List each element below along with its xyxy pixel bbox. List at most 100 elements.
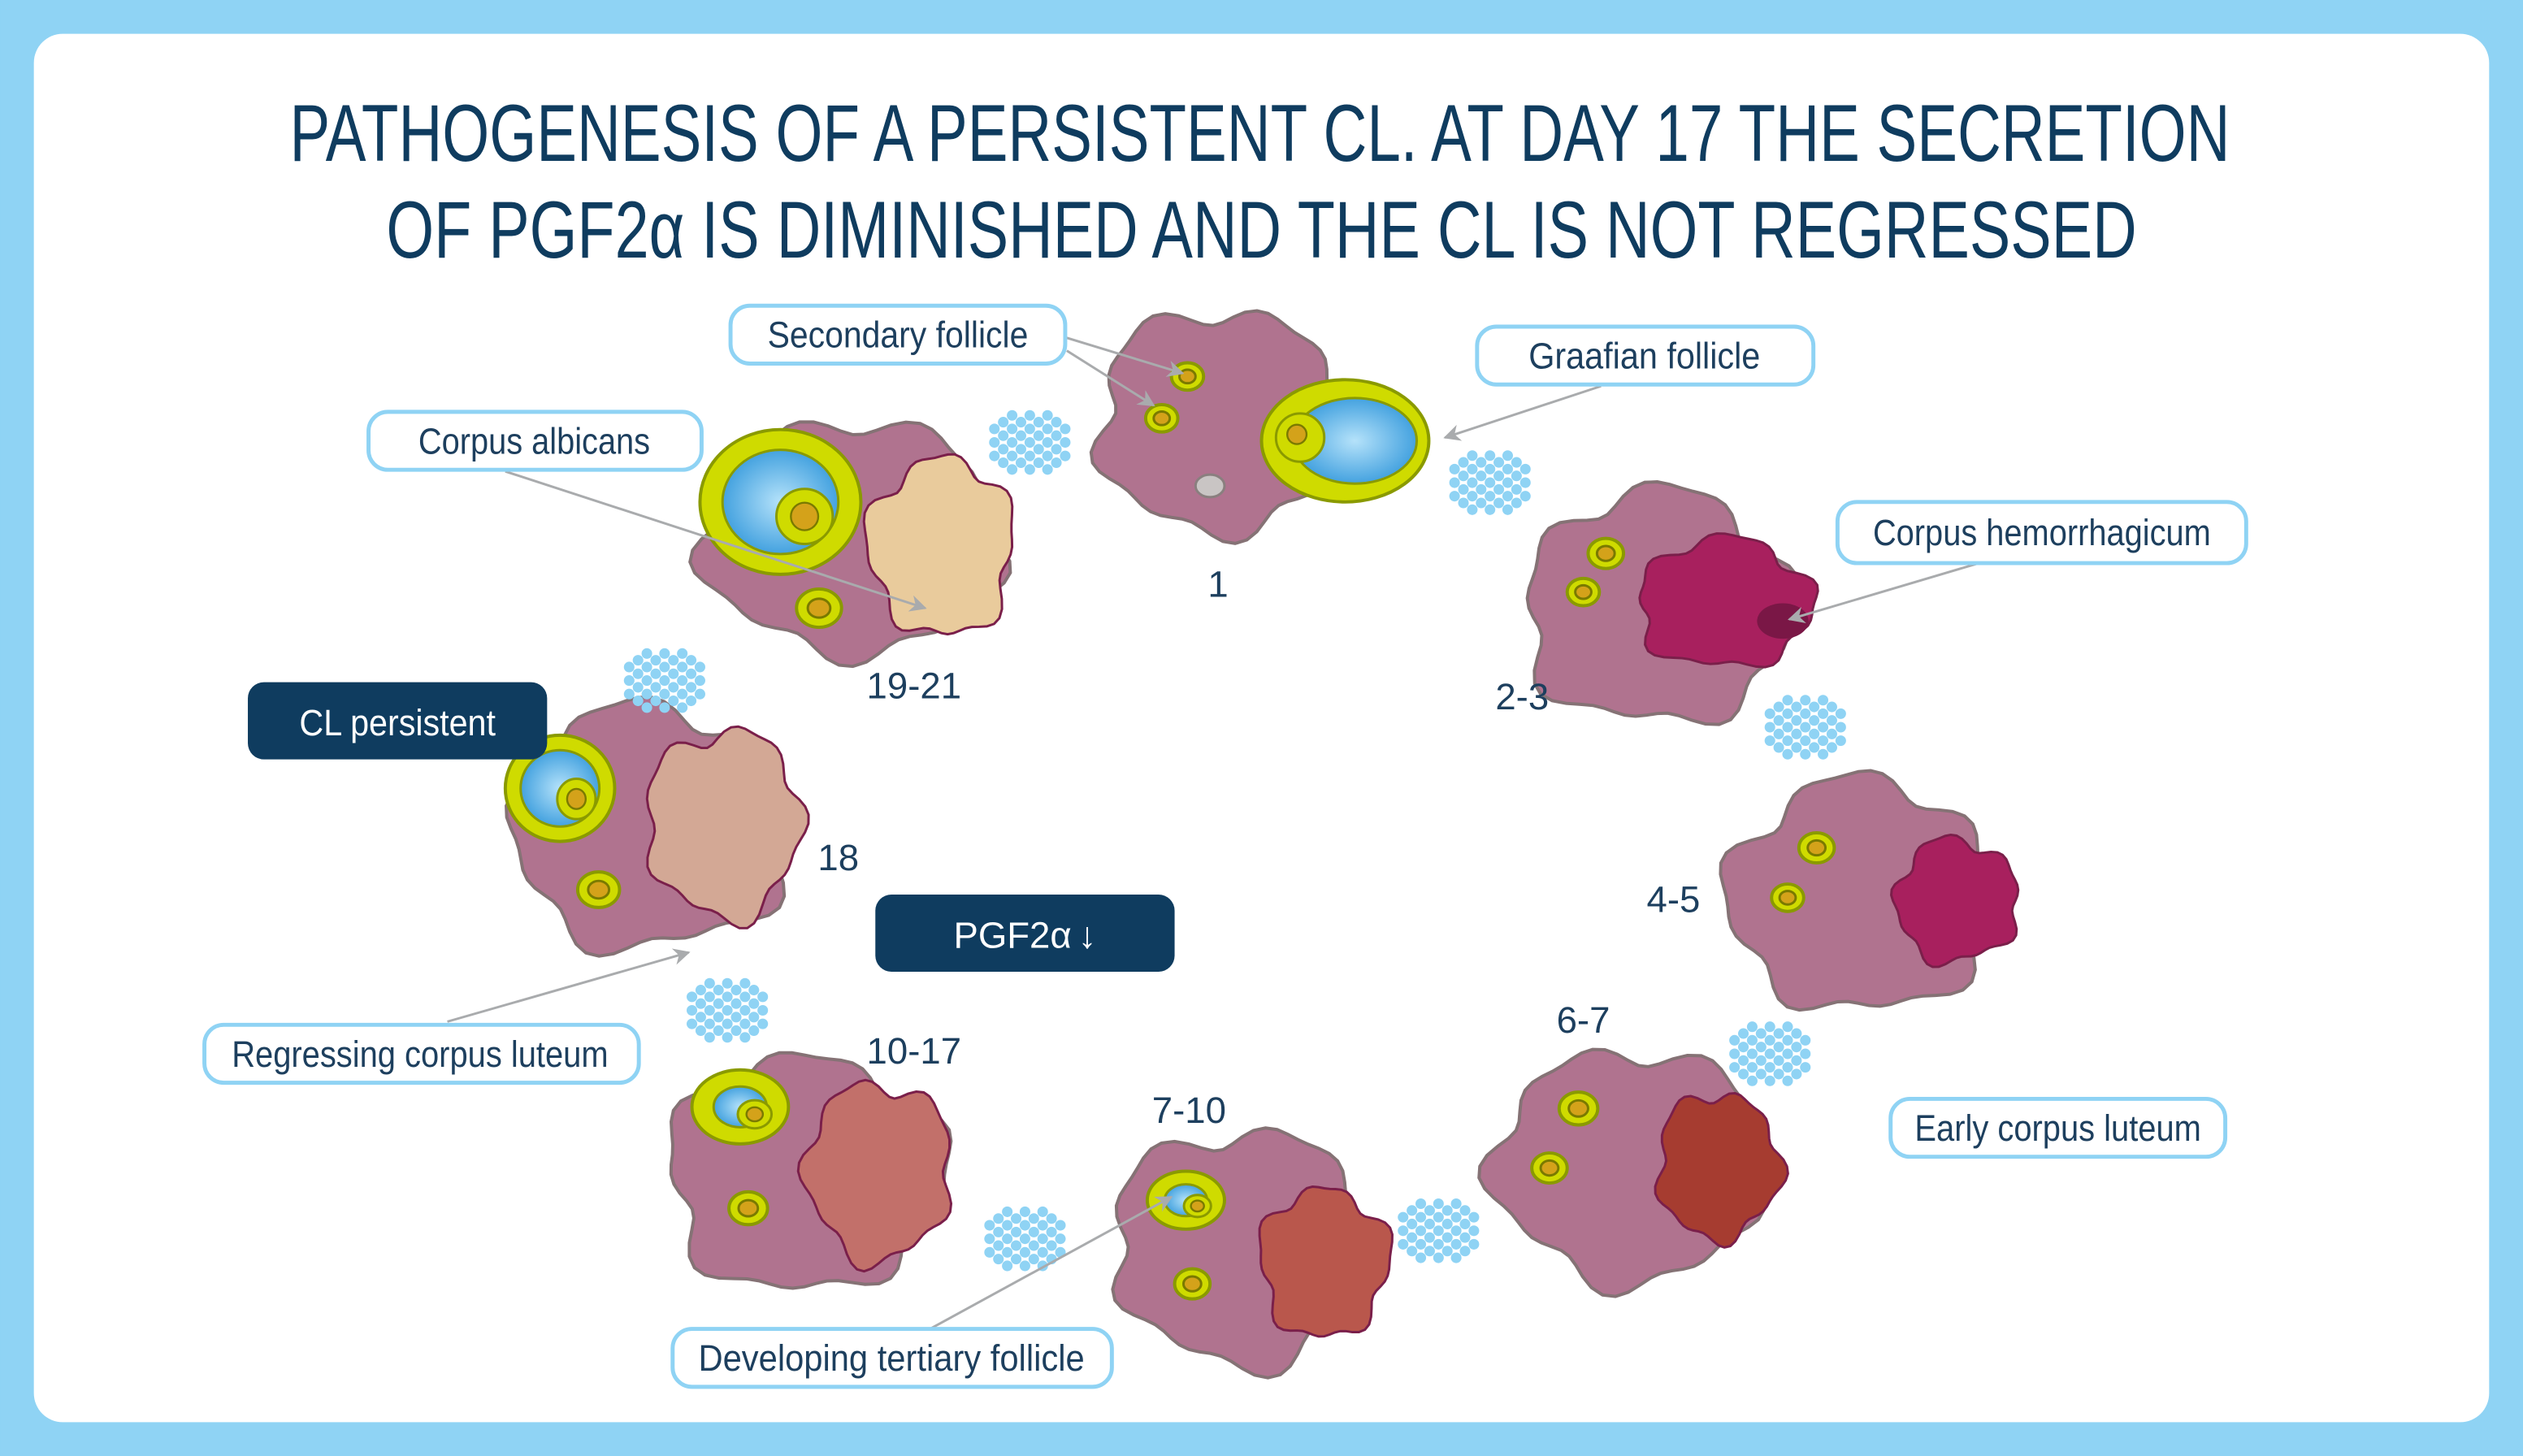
oocyte [587,879,611,900]
hormone-dot [989,436,1000,448]
hormone-dot [1046,1213,1057,1224]
hormone-dot [1468,1238,1480,1250]
hormone-dot [1042,436,1053,448]
leader-tertiary [929,1195,1173,1330]
hormone-dot [1835,735,1846,747]
hormone-dot-clusters [623,410,1846,1272]
hormone-dot [1800,748,1811,760]
hormone-dot [1791,1042,1802,1053]
hormone-dot [632,655,644,666]
hormone-dot [1037,1220,1048,1231]
content-panel [33,33,2490,1423]
hormone-dot [1019,1233,1030,1245]
oocyte [806,597,832,619]
oocyte [566,787,587,810]
hormone-dot [1809,742,1820,753]
hormone-dot [1826,715,1837,726]
label-early-corpus-luteum: Early corpus luteum [1914,1107,2200,1149]
hormone-dot [1398,1238,1409,1250]
hormone-dot [722,977,733,989]
hormone-dot [1764,1034,1775,1046]
hormone-dot [748,1025,760,1036]
hormone-dot [695,998,706,1009]
hormone-dot [1415,1211,1427,1223]
hormone-dot [1468,1211,1480,1223]
hormone-dot [1773,1068,1784,1080]
hormone-dot [984,1246,995,1258]
hormone-dot [1060,436,1071,448]
hormone-dot [687,1004,698,1016]
hormone-dot [1015,417,1027,428]
hormone-dot [1782,1048,1793,1060]
stage-day-label: 1 [1207,564,1228,605]
hormone-dot [1773,701,1784,713]
oocyte [1178,368,1197,385]
hormone-dot [748,1012,760,1023]
hormone-dot [1415,1238,1427,1250]
label-graafian-follicle: Graafian follicle [1528,335,1760,376]
hormone-dot [1746,1034,1758,1046]
hormone-dot [998,444,1009,455]
hormone-dot [668,682,679,693]
hormone-dot [668,696,679,707]
corpus-luteum [645,725,810,930]
hormone-dot [641,688,652,700]
hormone-dot [1459,1205,1471,1216]
stage-day-label: 18 [817,837,859,878]
hormone-dot [1002,1246,1013,1258]
hormone-dot [757,1004,769,1016]
hormone-dot [1791,1068,1802,1080]
stage-day-label: 7-10 [1152,1090,1226,1131]
hormone-dot [1051,457,1062,469]
callout-corpus-hemorrhagicum: Corpus hemorrhagicum [1835,500,2248,566]
hormone-dot [722,991,733,1003]
hormone-dot [739,1018,751,1029]
hormone-dot [1033,444,1044,455]
hormone-dot [650,655,661,666]
hormone-dot [1476,483,1487,495]
hormone-dot [1511,457,1522,468]
hormone-dot [1826,742,1837,753]
hormone-dot [1782,1021,1793,1033]
hormone-dot [1010,1254,1022,1265]
hormone-dot [1809,701,1820,713]
hormone-dot [1449,463,1460,474]
callout-corpus-albicans: Corpus albicans [366,410,704,472]
hormone-dot [650,682,661,693]
hormone-dot [1051,430,1062,441]
hormone-dot [650,696,661,707]
leader-graafian [1443,384,1602,441]
hormone-dot [748,985,760,996]
hormone-dot [1015,430,1027,441]
hormone-dot [1424,1205,1435,1216]
hormone-dot [1791,1028,1802,1039]
hormone-dot [1433,1225,1444,1237]
hormone-dot [993,1226,1004,1237]
hormone-dot [1738,1055,1749,1066]
ovary-stage-2-3: 2-3 [1495,480,1819,726]
hormone-dot [1738,1068,1749,1080]
hormone-dot [1407,1232,1418,1243]
hormone-dot [1002,1233,1013,1245]
hormone-dot [1729,1062,1741,1073]
hormone-dot [1007,410,1018,421]
hormone-dot [1007,436,1018,448]
hormone-dot [668,655,679,666]
hormone-dot [1033,417,1044,428]
hormone-dot [1764,1021,1775,1033]
hormone-dot [1028,1213,1039,1224]
ovary-stages: 1 2-3 4-5 6-7 7-10 10-17 18 19-21 [503,309,2020,1380]
hormone-dot [1459,1246,1471,1257]
oocyte [1285,423,1308,445]
hormone-dot [623,675,635,687]
hormone-dot [1441,1205,1453,1216]
pgf2a-badge-text: PGF2α ↓ [953,914,1096,956]
hormone-dot [1024,410,1035,421]
hormone-dot [1764,722,1775,733]
hormone-dot [1738,1028,1749,1039]
hormone-dot [1468,1225,1480,1237]
hormone-dot [1424,1218,1435,1230]
oocyte [1152,410,1172,427]
ovary-stage-6-7: 6-7 [1477,999,1789,1298]
hormone-dot [1055,1220,1066,1231]
